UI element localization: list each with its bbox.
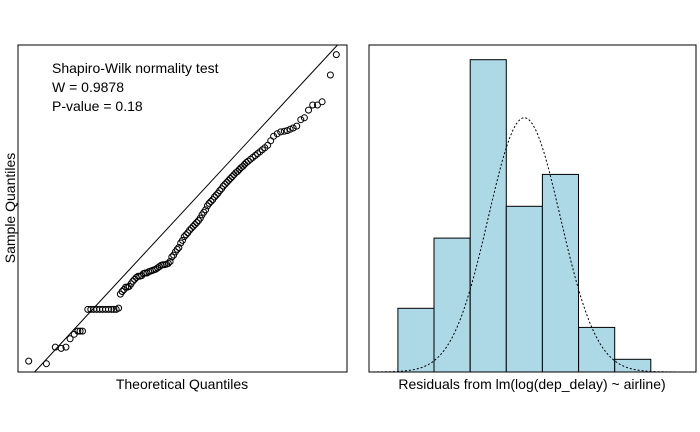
qq-point	[79, 327, 86, 335]
histogram-panel: Residuals from lm(log(dep_delay) ~ airli…	[368, 44, 697, 392]
qq-point	[226, 175, 234, 182]
qq-point	[179, 236, 186, 244]
histogram-bar	[541, 173, 580, 373]
qq-annotation-line-2: W = 0.9878	[52, 79, 124, 95]
qq-point	[166, 258, 174, 265]
qq-point	[57, 344, 65, 352]
qq-point	[110, 305, 118, 313]
qq-point	[115, 304, 123, 312]
qq-point	[318, 98, 326, 106]
histogram-bar	[433, 237, 471, 373]
qq-point	[164, 259, 172, 267]
qq-plot-panel: Shapiro-Wilk normality test W = 0.9878 P…	[2, 44, 348, 392]
qq-reference-line	[34, 44, 338, 373]
qq-point	[118, 288, 126, 295]
histogram-bars-group	[397, 59, 652, 373]
qq-point	[216, 187, 224, 195]
qq-point	[129, 277, 137, 285]
qq-point	[173, 245, 181, 253]
qq-point	[313, 101, 321, 109]
qq-points-group	[25, 51, 340, 368]
qq-point	[189, 222, 197, 230]
qq-point	[193, 219, 201, 227]
histogram-x-axis-label: Residuals from lm(log(dep_delay) ~ airli…	[398, 376, 665, 392]
histogram-bar	[397, 307, 435, 373]
qq-point	[251, 152, 259, 159]
qq-point	[187, 224, 195, 232]
qq-annotation-line-1: Shapiro-Wilk normality test	[52, 60, 219, 76]
qq-point	[66, 335, 74, 343]
qq-point	[289, 124, 297, 132]
qq-point	[244, 157, 252, 165]
qq-point	[293, 122, 301, 130]
qq-point	[300, 114, 308, 122]
qq-point	[221, 180, 229, 188]
qq-y-axis-label: Sample Quantiles	[2, 153, 18, 264]
qq-point	[205, 199, 213, 207]
qq-point	[332, 51, 340, 59]
qq-point	[219, 182, 227, 190]
qq-point	[74, 327, 82, 335]
qq-point	[168, 253, 176, 261]
qq-point	[228, 173, 236, 181]
histogram-bar	[505, 205, 543, 373]
qq-point	[76, 327, 84, 335]
qq-point	[62, 343, 70, 351]
histogram-bar	[614, 358, 652, 373]
qq-point	[225, 176, 233, 184]
qq-point	[108, 305, 115, 313]
qq-point	[212, 191, 220, 199]
histogram-bar	[578, 326, 616, 373]
qq-point	[305, 106, 312, 114]
qq-point	[207, 198, 215, 205]
qq-point	[42, 360, 50, 368]
qq-point	[234, 168, 241, 175]
qq-plot-frame	[17, 44, 348, 373]
qq-point	[297, 116, 305, 124]
qq-point	[326, 71, 334, 79]
qq-point	[105, 305, 112, 313]
qq-point	[309, 101, 317, 109]
qq-x-axis-label: Theoretical Quantiles	[116, 376, 248, 392]
qq-point	[223, 178, 231, 186]
qq-point	[25, 357, 33, 365]
qq-point	[182, 231, 190, 239]
qq-point	[180, 233, 188, 241]
qq-point	[202, 206, 210, 214]
qq-point	[277, 128, 285, 136]
qq-point	[239, 162, 247, 170]
qq-point	[191, 221, 199, 228]
qq-point	[175, 244, 183, 251]
qq-point	[211, 193, 218, 201]
qq-point	[186, 226, 194, 234]
qq-annotation-line-3: P-value = 0.18	[52, 98, 143, 114]
qq-point	[273, 130, 281, 138]
density-curve	[369, 117, 696, 373]
